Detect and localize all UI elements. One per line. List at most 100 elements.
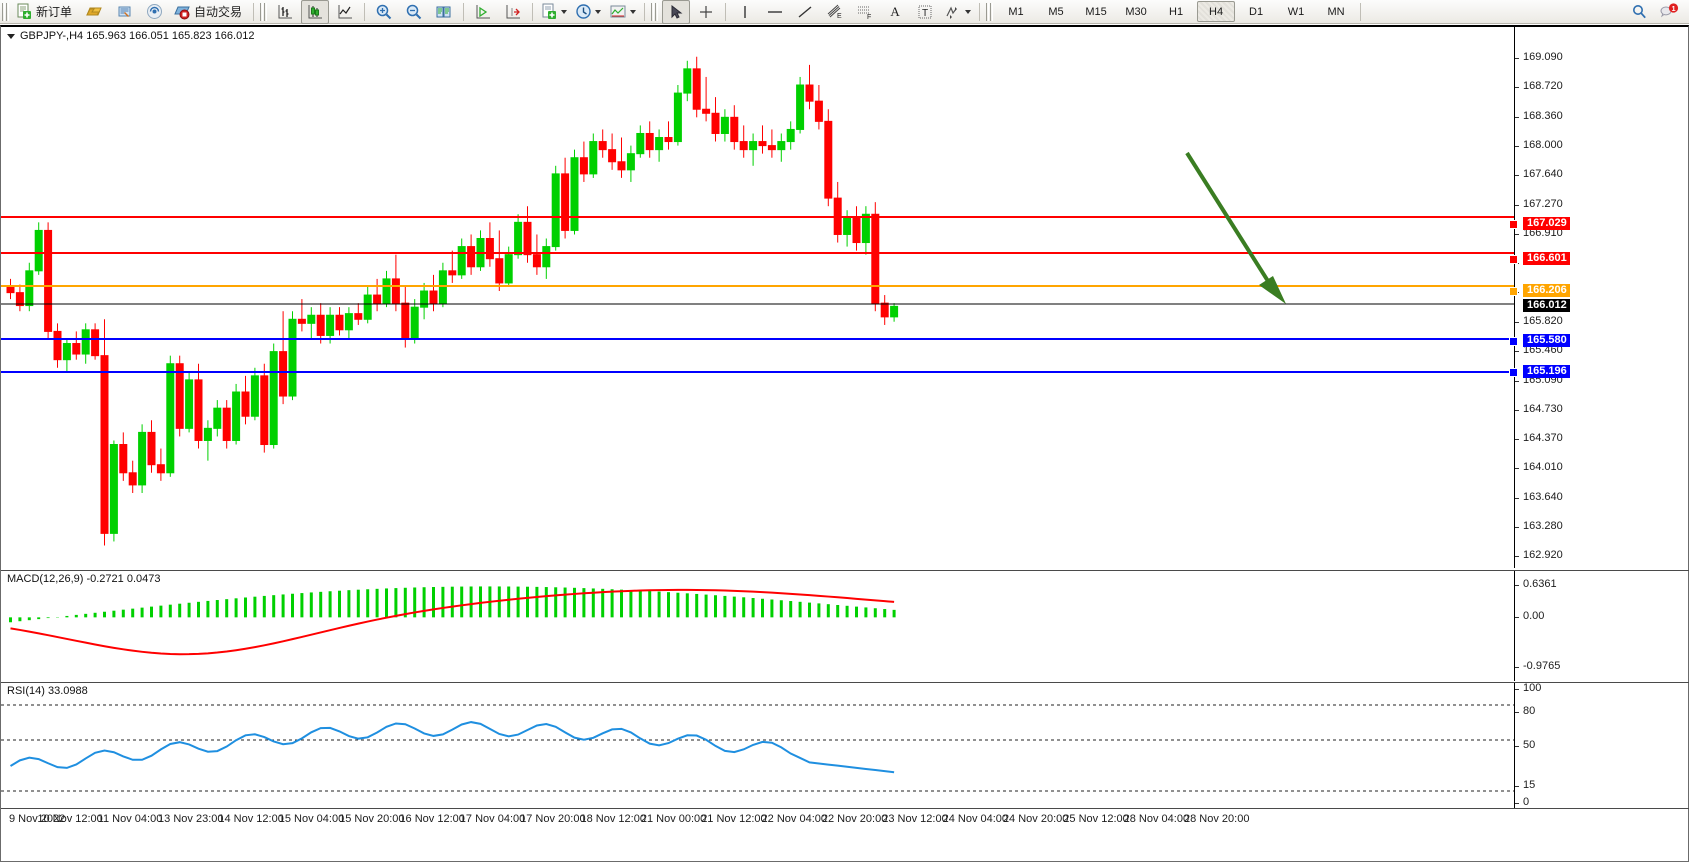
text-button[interactable]: A [881, 0, 909, 24]
candle-body [797, 85, 804, 129]
macd-histogram-bar [131, 609, 134, 618]
timeframe-mn[interactable]: MN [1317, 1, 1355, 22]
crosshair-button[interactable] [692, 0, 720, 24]
price-line-handle[interactable] [1509, 287, 1518, 296]
price-tag-165580[interactable]: 165.580 [1523, 334, 1570, 347]
trendline-button[interactable] [791, 0, 819, 24]
vertical-line-button[interactable] [731, 0, 759, 24]
macd-histogram-bar [686, 593, 689, 617]
price-line-handle[interactable] [1509, 255, 1518, 264]
macd-histogram-bar [836, 605, 839, 617]
templates-icon [609, 4, 627, 20]
folder-button[interactable] [80, 0, 108, 24]
timeframe-m5[interactable]: M5 [1037, 1, 1075, 22]
timeframe-h4[interactable]: H4 [1197, 1, 1235, 22]
templates-button[interactable] [606, 0, 639, 24]
macd-histogram-bar [188, 603, 191, 618]
alerts-button[interactable]: 1 [1655, 0, 1683, 24]
candle-body [684, 69, 691, 93]
rsi-line [11, 722, 895, 772]
price-axis-label: 162.920 [1523, 549, 1563, 561]
time-axis-label: 24 Nov 20:00 [1003, 813, 1068, 825]
timeframe-m30[interactable]: M30 [1117, 1, 1155, 22]
candle-body [881, 303, 888, 317]
price-candles-canvas[interactable] [1, 27, 1515, 568]
macd-histogram-bar [169, 605, 172, 618]
horizontal-line-button[interactable] [761, 0, 789, 24]
arrows-button[interactable] [941, 0, 974, 24]
toolbar-grip-1[interactable] [2, 3, 9, 21]
toolbar-grip-3[interactable] [651, 3, 658, 21]
fibonacci-button[interactable]: F [851, 0, 879, 24]
timeframe-h1[interactable]: H1 [1157, 1, 1195, 22]
equidistant-channel-button[interactable]: E [821, 0, 849, 24]
price-line-handle[interactable] [1509, 337, 1518, 346]
price-pane[interactable]: GBPJPY-,H4 165.963 166.051 165.823 166.0… [1, 27, 1689, 568]
bar-chart-button[interactable] [271, 0, 299, 24]
candle-body [571, 158, 578, 231]
tile-windows-button[interactable] [430, 0, 458, 24]
terminal-button[interactable] [110, 0, 138, 24]
timeframe-d1[interactable]: D1 [1237, 1, 1275, 22]
timeframe-m1[interactable]: M1 [997, 1, 1035, 22]
candle-body [740, 142, 747, 150]
macd-histogram-bar [216, 600, 219, 617]
price-tag-167029[interactable]: 167.029 [1523, 217, 1570, 230]
toolbar-grip-4[interactable] [986, 3, 993, 21]
macd-histogram-bar [206, 601, 209, 617]
timeframe-m15[interactable]: M15 [1077, 1, 1115, 22]
toolbar-grip-2[interactable] [260, 3, 267, 21]
chart-shift-button[interactable] [499, 0, 527, 24]
trendline-icon [796, 4, 814, 20]
zoom-in-button[interactable] [370, 0, 398, 24]
period-dropdown-caret[interactable] [595, 10, 601, 14]
macd-histogram-bar [733, 597, 736, 618]
templates-dropdown-caret[interactable] [630, 10, 636, 14]
price-tag-166601[interactable]: 166.601 [1523, 252, 1570, 265]
candle-body [599, 142, 606, 150]
candle-body [364, 295, 371, 319]
candle-body [693, 69, 700, 109]
price-tag-166206[interactable]: 166.206 [1523, 284, 1570, 297]
macd-histogram-bar [761, 599, 764, 618]
chart-title-text: GBPJPY-,H4 165.963 166.051 165.823 166.0… [20, 30, 254, 42]
arrows-dropdown-caret[interactable] [965, 10, 971, 14]
search-icon [1631, 3, 1648, 20]
zoom-out-button[interactable] [400, 0, 428, 24]
price-tick [1515, 351, 1519, 352]
macd-histogram-bar [225, 599, 228, 617]
macd-histogram-bar [94, 613, 97, 618]
search-button[interactable] [1625, 0, 1653, 24]
indicators-dropdown-caret[interactable] [561, 10, 567, 14]
candlestick-chart-button[interactable] [301, 0, 329, 24]
line-chart-button[interactable] [331, 0, 359, 24]
chart-menu-caret-icon[interactable] [7, 34, 15, 39]
period-button[interactable] [572, 0, 604, 24]
cursor-button[interactable] [662, 0, 690, 24]
price-tick [1515, 556, 1519, 557]
broadcast-button[interactable] [140, 0, 168, 24]
price-tag-166012[interactable]: 166.012 [1523, 299, 1570, 312]
price-tag-165196[interactable]: 165.196 [1523, 365, 1570, 378]
auto-scroll-button[interactable] [469, 0, 497, 24]
candle-body [703, 109, 710, 113]
text-label-button[interactable]: T [911, 0, 939, 24]
indicators-button[interactable] [538, 0, 570, 24]
price-line-handle[interactable] [1509, 368, 1518, 377]
time-axis-label: 17 Nov 20:00 [520, 813, 585, 825]
chart-window[interactable]: GBPJPY-,H4 165.963 166.051 165.823 166.0… [0, 25, 1689, 862]
timeframe-w1[interactable]: W1 [1277, 1, 1315, 22]
price-axis-label: 164.370 [1523, 432, 1563, 444]
candle-body [355, 314, 362, 320]
down-arrow-annotation[interactable] [1187, 153, 1286, 304]
price-line-handle[interactable] [1509, 220, 1518, 229]
new-order-button[interactable]: 新订单 [13, 0, 78, 24]
autotrading-button[interactable]: 自动交易 [170, 0, 248, 24]
macd-histogram-bar [770, 600, 773, 618]
candle-body [280, 352, 287, 396]
price-axis-label: 168.360 [1523, 110, 1563, 122]
